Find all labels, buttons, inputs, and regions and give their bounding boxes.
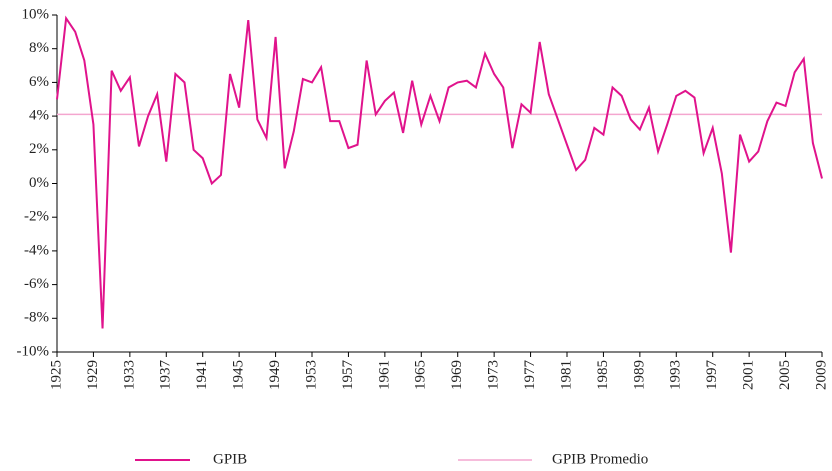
y-tick-label: 10%: [22, 6, 50, 22]
series-line: [56, 15, 823, 329]
y-tick-label: -10%: [17, 343, 50, 359]
x-tick-label: 1929: [85, 360, 101, 390]
x-tick-label: 2009: [813, 360, 829, 390]
y-tick-label: -6%: [24, 276, 49, 292]
x-tick-label: 1985: [595, 360, 611, 390]
x-tick-label: 1937: [158, 360, 174, 391]
y-tick-label: 4%: [29, 108, 49, 124]
legend-label: GPIB: [213, 451, 247, 467]
x-tick-label: 1941: [194, 360, 210, 390]
y-tick-label: 0%: [29, 175, 49, 191]
x-tick-label: 1925: [48, 360, 64, 390]
x-tick-label: 1997: [704, 360, 720, 391]
x-tick-label: 1933: [121, 360, 137, 390]
x-tick-label: 1945: [231, 360, 247, 390]
x-tick-label: 1981: [558, 360, 574, 390]
x-tick-label: 1977: [522, 360, 538, 391]
x-tick-label: 2005: [777, 360, 793, 390]
x-tick-label: 1969: [449, 360, 465, 390]
x-tick-label: 1957: [340, 360, 356, 391]
x-tick-label: 1953: [303, 360, 319, 390]
legend-label: GPIB Promedio: [552, 451, 648, 467]
x-tick-label: 1989: [631, 360, 647, 390]
x-tick-label: 2001: [741, 360, 757, 390]
y-tick-label: -2%: [24, 209, 49, 225]
x-tick-label: 1949: [267, 360, 283, 390]
y-tick-label: 8%: [29, 40, 49, 56]
x-tick-label: 1973: [486, 360, 502, 390]
y-tick-label: -4%: [24, 242, 49, 258]
x-tick-label: 1993: [668, 360, 684, 390]
x-tick-label: 1965: [413, 360, 429, 390]
x-tick-label: 1961: [376, 360, 392, 390]
y-tick-label: 6%: [29, 74, 49, 90]
y-tick-label: 2%: [29, 141, 49, 157]
y-tick-label: -8%: [24, 310, 49, 326]
